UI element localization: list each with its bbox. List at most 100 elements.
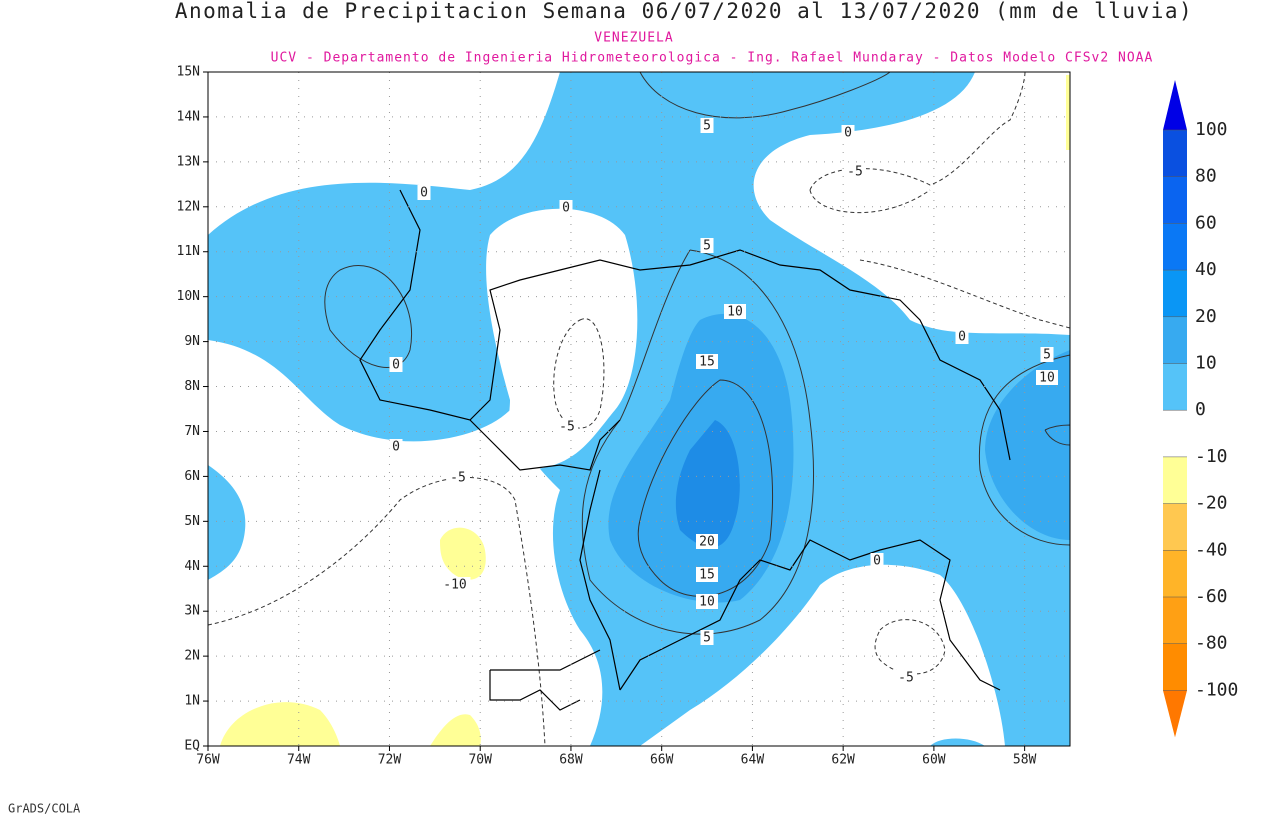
contour-label: 0 xyxy=(420,186,428,201)
contour-label: 0 xyxy=(958,330,966,345)
colorbar-label: 60 xyxy=(1195,212,1217,233)
contour-label: -10 xyxy=(443,578,466,593)
colorbar-label: -80 xyxy=(1195,633,1228,654)
lat-label: 10N xyxy=(177,289,200,304)
contour-label-bg xyxy=(696,354,718,369)
footer: GrADS/COLA xyxy=(8,802,81,816)
contour-label: -5 xyxy=(559,420,575,435)
contour-label: 5 xyxy=(703,239,711,254)
colorbar-label: -100 xyxy=(1195,679,1238,700)
colorbar-label: 0 xyxy=(1195,399,1206,420)
lat-label: 13N xyxy=(177,154,200,169)
contour-label-bg xyxy=(895,670,917,685)
colorbar-arrow-bottom xyxy=(1163,690,1187,738)
colorbar-arrow-top xyxy=(1163,80,1187,130)
contour-label: 0 xyxy=(873,554,881,569)
lon-label: 76W xyxy=(196,753,220,768)
contour-label: 5 xyxy=(1043,348,1051,363)
contour-label-bg xyxy=(556,419,578,434)
lat-label: 7N xyxy=(184,424,200,439)
colorbar-label: 10 xyxy=(1195,353,1217,374)
colorbar-swatch xyxy=(1163,643,1187,691)
lon-label: 62W xyxy=(831,753,855,768)
colorbar-label: 40 xyxy=(1195,259,1217,280)
contour-label: 15 xyxy=(699,355,715,370)
colorbar-swatch xyxy=(1163,130,1187,177)
contour-label-bg xyxy=(559,200,573,215)
lat-label: 8N xyxy=(184,379,200,394)
contour-label-bg xyxy=(700,118,714,133)
colorbar-label: 20 xyxy=(1195,306,1217,327)
contour-label-bg xyxy=(447,470,469,485)
grid: 15N 14N 13N 12N 11N 10N 9N 8N 7N 6N 5N 4N 3N 2N 1N EQ76… xyxy=(177,65,1070,768)
colorbar-label: -40 xyxy=(1195,539,1228,560)
lat-label: 14N xyxy=(177,109,200,124)
lat-label: 11N xyxy=(177,244,200,259)
contour-label: 0 xyxy=(392,440,400,455)
lat-label: 5N xyxy=(184,514,200,529)
region: VENEZUELA xyxy=(594,31,673,46)
contour-label: 0 xyxy=(844,126,852,141)
contour-label-bg xyxy=(389,357,403,372)
colorbar-swatch xyxy=(1163,176,1187,224)
contour-label: -5 xyxy=(847,165,863,180)
contour-label-bg xyxy=(870,553,884,568)
contour-label: 5 xyxy=(703,631,711,646)
contour-label: 0 xyxy=(562,201,570,216)
contour-label-bg xyxy=(700,238,714,253)
lat-label: 4N xyxy=(184,559,200,574)
colorbar-swatch xyxy=(1163,550,1187,597)
contour-label-bg xyxy=(696,534,718,549)
lon-label: 58W xyxy=(1013,753,1037,768)
lon-label: 68W xyxy=(559,753,583,768)
contour-label-bg xyxy=(955,329,969,344)
lon-label: 60W xyxy=(922,753,946,768)
lat-label: 15N xyxy=(177,65,200,80)
contour-label: 20 xyxy=(699,535,715,550)
colorbar-swatch xyxy=(1163,503,1187,551)
map-frame xyxy=(207,71,1071,747)
contour-label: 0 xyxy=(392,358,400,373)
contour-label-bg xyxy=(417,185,431,200)
contour-label: 10 xyxy=(727,305,743,320)
contour-label-bg xyxy=(1040,347,1054,362)
colorbar-swatch xyxy=(1163,270,1187,317)
contour-label: 10 xyxy=(1039,371,1055,386)
lon-label: 72W xyxy=(378,753,402,768)
contour-label-bg xyxy=(724,304,746,319)
contour-label: -5 xyxy=(450,471,466,486)
credit: UCV - Departamento de Ingenieria Hidrome… xyxy=(271,51,1154,66)
colorbar-swatch xyxy=(1163,456,1187,504)
lat-label: 12N xyxy=(177,199,200,214)
contour-label-bg xyxy=(700,630,714,645)
colorbar-label: -10 xyxy=(1195,446,1228,467)
colorbar-label: -60 xyxy=(1195,586,1228,607)
lat-label: 2N xyxy=(184,649,200,664)
contour-label-bg xyxy=(1036,370,1058,385)
map-area xyxy=(207,71,1071,747)
colorbar-swatch xyxy=(1163,410,1187,457)
contour-label-bg xyxy=(841,125,855,140)
colorbar-swatch xyxy=(1163,223,1187,271)
lat-label: 6N xyxy=(184,469,200,484)
colorbar-label: 100 xyxy=(1195,119,1228,140)
title: Anomalia de Precipitacion Semana 06/07/2… xyxy=(175,0,1193,23)
contour-label-bg xyxy=(696,567,718,582)
lon-label: 66W xyxy=(650,753,674,768)
contour-label-bg xyxy=(389,439,403,454)
colorbar-swatch xyxy=(1163,363,1187,411)
contour-label: 5 xyxy=(703,119,711,134)
lon-label: 64W xyxy=(741,753,765,768)
lat-label: EQ xyxy=(184,739,200,754)
contour-label-bg xyxy=(696,594,718,609)
lon-label: 74W xyxy=(287,753,311,768)
colorbar-label: -20 xyxy=(1195,493,1228,514)
lat-label: 3N xyxy=(184,604,200,619)
contour-label-bg xyxy=(844,164,866,179)
colorbar-label: 80 xyxy=(1195,166,1217,187)
contour-label: -5 xyxy=(898,671,914,686)
contour-label: 15 xyxy=(699,568,715,583)
lat-label: 9N xyxy=(184,334,200,349)
